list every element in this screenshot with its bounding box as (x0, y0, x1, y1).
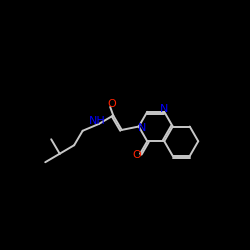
Text: N: N (160, 104, 168, 114)
Text: O: O (107, 100, 116, 110)
Text: O: O (133, 150, 141, 160)
Text: N: N (138, 123, 146, 133)
Text: NH: NH (89, 116, 106, 126)
